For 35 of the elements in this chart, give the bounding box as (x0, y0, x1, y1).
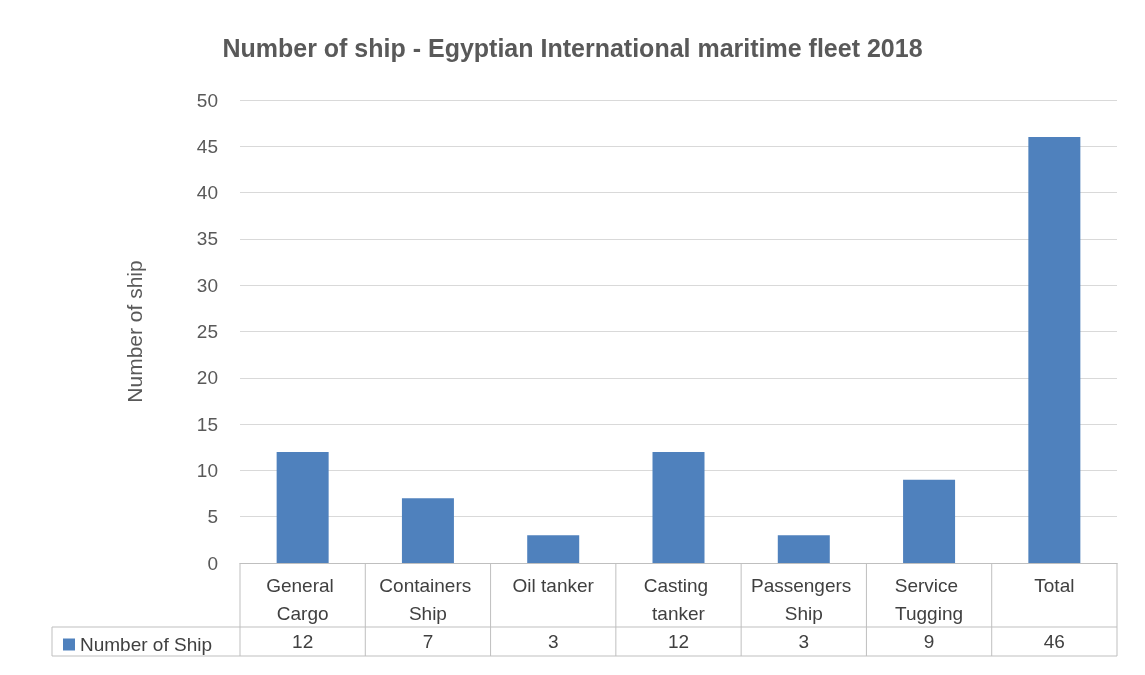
y-tick-label: 15 (196, 413, 218, 435)
data-label: 3 (798, 631, 810, 652)
data-label: 12 (667, 631, 690, 652)
x-tick-label: Containers Ship (379, 574, 477, 624)
bar (777, 535, 830, 563)
y-tick-label: 30 (196, 274, 218, 296)
chart-title: Number of ship - Egyptian International maritime fleet 2018 (222, 33, 923, 62)
data-label: 3 (547, 631, 559, 652)
data-label: 9 (923, 631, 935, 652)
bar (527, 535, 580, 563)
y-axis-title: Number of ship (123, 260, 146, 403)
y-tick-label: 20 (196, 367, 218, 389)
data-label: 46 (1043, 631, 1065, 652)
x-tick-label: Casting tanker (643, 574, 714, 624)
x-tick-label: Service Tugging (894, 574, 964, 624)
bar (401, 498, 454, 563)
y-tick-label: 25 (196, 321, 218, 342)
y-tick-label: 45 (196, 135, 218, 157)
y-tick-label: 5 (207, 506, 218, 528)
legend-label: Number of Ship (80, 634, 213, 655)
y-tick-label: 50 (196, 89, 218, 111)
x-tick-label: Total (1034, 574, 1075, 596)
x-tick-label: Oil tanker (512, 574, 595, 596)
bar (903, 479, 956, 563)
bar (1028, 137, 1081, 563)
data-label: 12 (292, 631, 314, 652)
y-tick-label: 10 (196, 459, 218, 481)
data-label: 7 (422, 631, 434, 652)
bar (652, 451, 705, 563)
x-tick-label: Passengers Ship (750, 574, 857, 624)
y-tick-label: 0 (207, 552, 218, 574)
y-tick-label: 35 (196, 228, 218, 250)
x-tick-label: General Cargo (266, 574, 340, 624)
bar (276, 451, 329, 563)
y-tick-label: 40 (196, 182, 218, 204)
